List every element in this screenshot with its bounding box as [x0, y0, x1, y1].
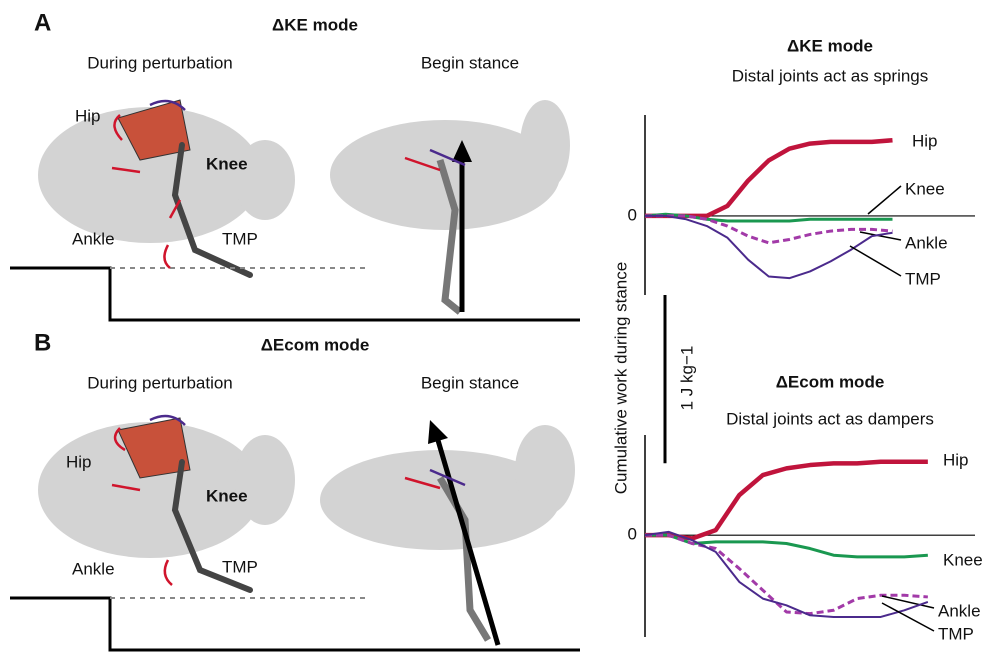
panels: A ΔKE mode During perturbation Begin stance…: [34, 9, 519, 578]
scale-bar-label: 1 J kg−1: [677, 346, 696, 411]
joint-label: Knee: [206, 486, 248, 505]
panel-letter: B: [34, 329, 51, 356]
chart-subtitle: Distal joints act as springs: [732, 66, 929, 85]
panel-subtitle: During perturbation: [87, 53, 233, 72]
joint-label: Hip: [75, 106, 101, 125]
series-line: [645, 137, 893, 219]
label-arrow: [867, 185, 902, 215]
chart-subtitle: Distal joints act as dampers: [726, 409, 934, 428]
series-label: Hip: [943, 450, 969, 469]
series-label: Ankle: [905, 233, 948, 252]
joint-label: Knee: [206, 154, 248, 173]
series-label: Hip: [912, 131, 938, 150]
joint-label: TMP: [222, 557, 258, 576]
series-line: [644, 212, 893, 223]
panel-subtitle: During perturbation: [87, 373, 233, 392]
panel-letter: A: [34, 9, 51, 36]
illustrations: [10, 99, 580, 652]
joint-label: TMP: [222, 229, 258, 248]
joint-label: Ankle: [72, 229, 115, 248]
series-line: [644, 530, 929, 618]
series-label: TMP: [938, 624, 974, 643]
series-label: Ankle: [938, 601, 981, 620]
series-label: Knee: [905, 179, 945, 198]
joint-label: Ankle: [72, 559, 115, 578]
series-line: [645, 459, 928, 541]
label-arrow: [881, 602, 935, 632]
series-label: TMP: [905, 269, 941, 288]
label-arrow: [859, 231, 902, 241]
chart-title: ΔKE mode: [787, 36, 873, 55]
panel-subtitle: Begin stance: [421, 373, 519, 392]
panel-mode: ΔKE mode: [272, 15, 358, 34]
series-line: [645, 533, 928, 616]
panel-mode: ΔEcom mode: [261, 335, 370, 354]
y-tick-label: 0: [628, 525, 637, 544]
y-tick-label: 0: [628, 205, 637, 224]
panel-subtitle: Begin stance: [421, 53, 519, 72]
joint-label: Hip: [66, 452, 92, 471]
charts: Cumulative work during stance 1 J kg−1 ΔKE…: [611, 36, 982, 643]
label-arrow: [849, 245, 902, 277]
series-line: [645, 214, 893, 280]
series-line: [645, 214, 893, 245]
series-label: Knee: [943, 550, 983, 569]
y-axis-label: Cumulative work during stance: [611, 262, 630, 494]
chart-title: ΔEcom mode: [776, 372, 885, 391]
label-arrow: [881, 595, 935, 609]
